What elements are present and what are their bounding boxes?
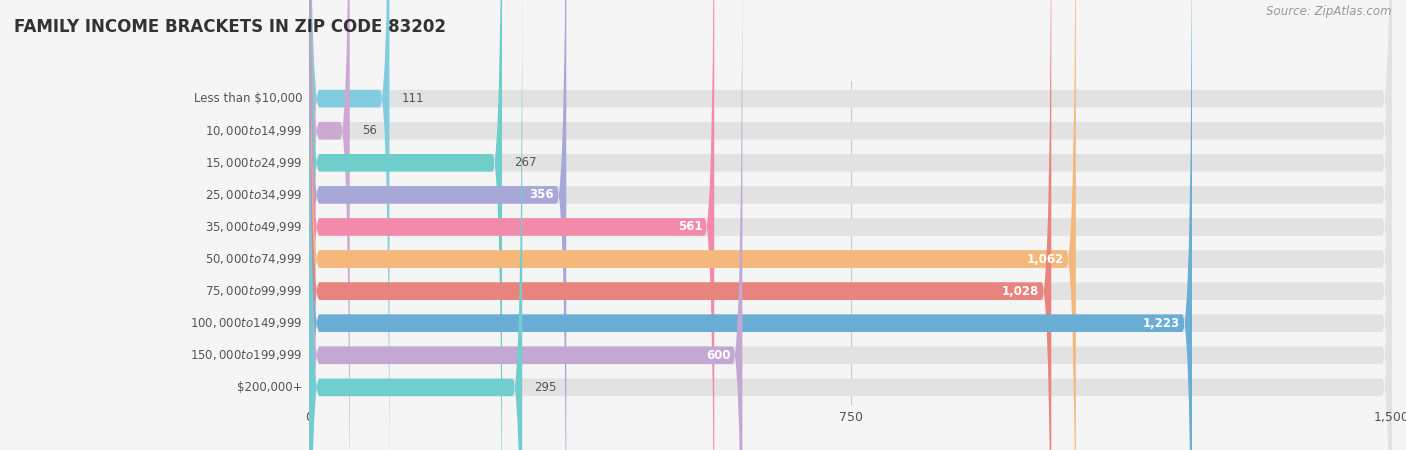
Text: $25,000 to $34,999: $25,000 to $34,999	[205, 188, 302, 202]
FancyBboxPatch shape	[309, 0, 389, 450]
FancyBboxPatch shape	[309, 0, 350, 450]
Text: 561: 561	[678, 220, 702, 234]
Text: 1,062: 1,062	[1026, 252, 1064, 266]
FancyBboxPatch shape	[309, 0, 1052, 450]
Text: Less than $10,000: Less than $10,000	[194, 92, 302, 105]
Text: $75,000 to $99,999: $75,000 to $99,999	[205, 284, 302, 298]
FancyBboxPatch shape	[309, 0, 502, 450]
Text: $150,000 to $199,999: $150,000 to $199,999	[190, 348, 302, 362]
Text: 56: 56	[361, 124, 377, 137]
FancyBboxPatch shape	[309, 0, 1392, 450]
FancyBboxPatch shape	[309, 0, 742, 450]
FancyBboxPatch shape	[309, 0, 1392, 450]
Text: 267: 267	[515, 156, 537, 169]
FancyBboxPatch shape	[309, 0, 1392, 450]
FancyBboxPatch shape	[309, 0, 1076, 450]
FancyBboxPatch shape	[309, 0, 1392, 450]
Text: FAMILY INCOME BRACKETS IN ZIP CODE 83202: FAMILY INCOME BRACKETS IN ZIP CODE 83202	[14, 18, 446, 36]
Text: $15,000 to $24,999: $15,000 to $24,999	[205, 156, 302, 170]
FancyBboxPatch shape	[309, 0, 1392, 450]
FancyBboxPatch shape	[309, 0, 1392, 450]
FancyBboxPatch shape	[309, 0, 1392, 450]
Text: 600: 600	[706, 349, 730, 362]
FancyBboxPatch shape	[309, 0, 1392, 450]
Text: $100,000 to $149,999: $100,000 to $149,999	[190, 316, 302, 330]
FancyBboxPatch shape	[309, 0, 522, 450]
Text: Source: ZipAtlas.com: Source: ZipAtlas.com	[1267, 4, 1392, 18]
FancyBboxPatch shape	[309, 0, 1392, 450]
Text: 356: 356	[530, 189, 554, 202]
Text: $200,000+: $200,000+	[236, 381, 302, 394]
Text: $35,000 to $49,999: $35,000 to $49,999	[205, 220, 302, 234]
Text: 111: 111	[402, 92, 425, 105]
Text: $50,000 to $74,999: $50,000 to $74,999	[205, 252, 302, 266]
Text: 1,223: 1,223	[1143, 317, 1180, 330]
FancyBboxPatch shape	[309, 0, 567, 450]
Text: 295: 295	[534, 381, 557, 394]
Text: 1,028: 1,028	[1002, 284, 1039, 297]
FancyBboxPatch shape	[309, 0, 1392, 450]
Text: $10,000 to $14,999: $10,000 to $14,999	[205, 124, 302, 138]
FancyBboxPatch shape	[309, 0, 1192, 450]
FancyBboxPatch shape	[309, 0, 714, 450]
